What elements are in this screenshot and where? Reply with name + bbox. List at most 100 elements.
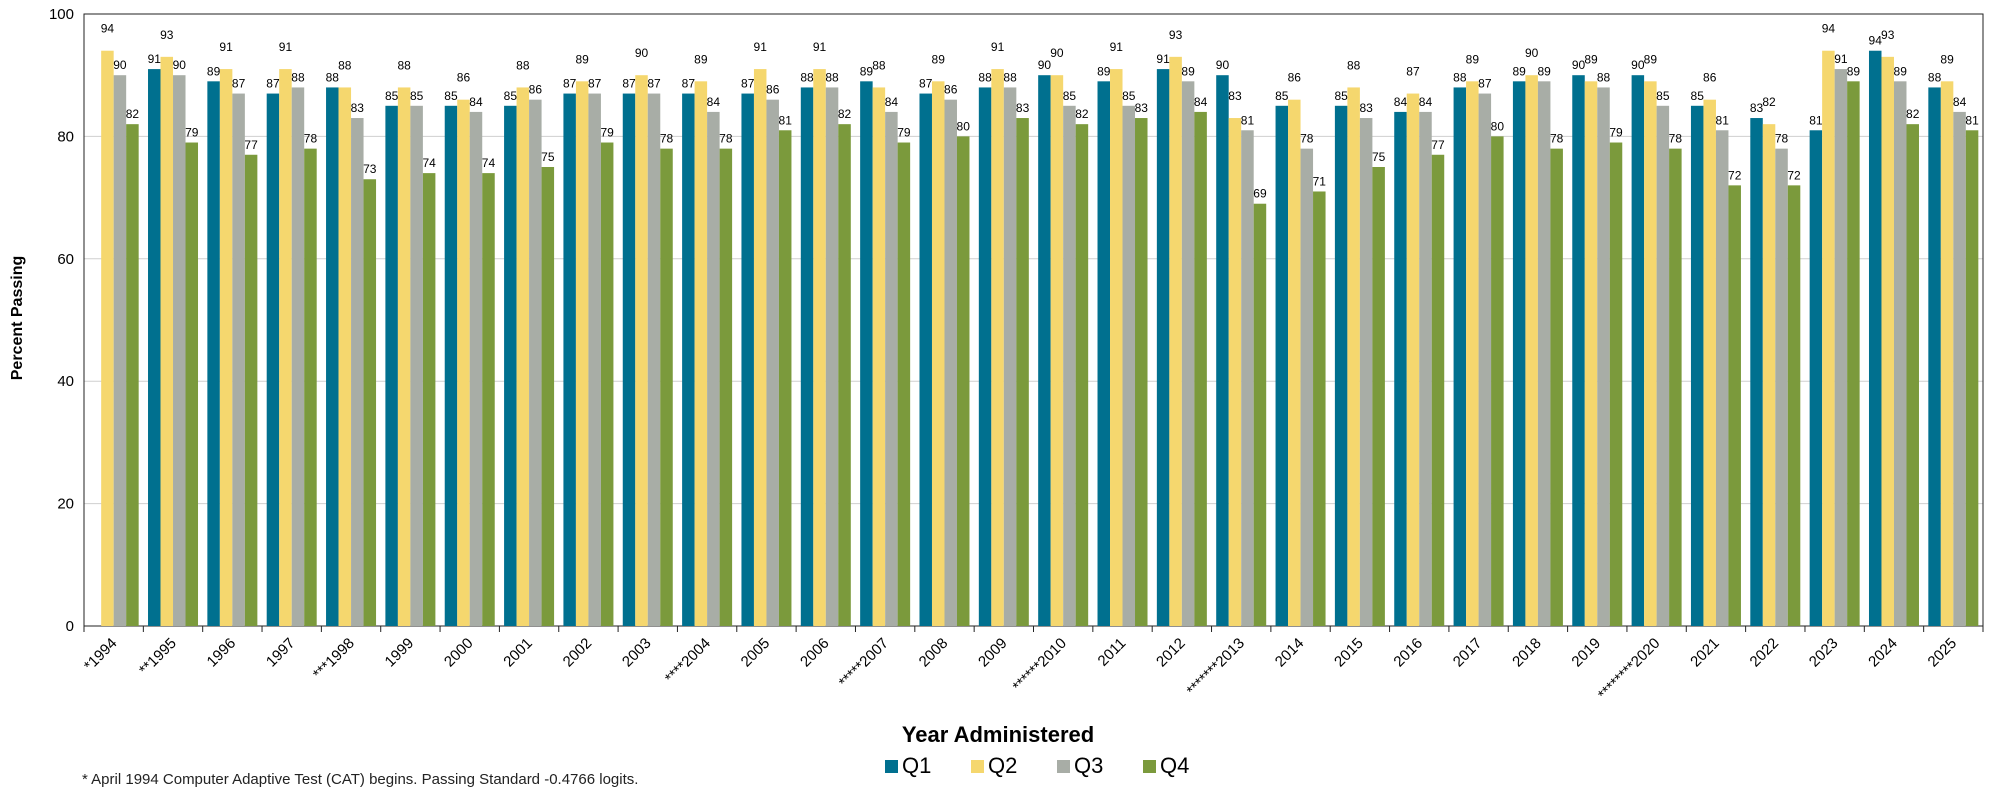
bar-q2-17	[1110, 69, 1123, 626]
data-label: 89	[1847, 64, 1861, 78]
data-label: 74	[482, 156, 496, 170]
data-label: 74	[422, 156, 436, 170]
data-label: 87	[588, 77, 602, 91]
bar-q4-30	[1906, 124, 1919, 626]
bar-q1-11	[741, 93, 754, 626]
x-tick-label: 2021	[1687, 635, 1723, 671]
data-label: 85	[504, 89, 518, 103]
data-label: 87	[1478, 77, 1492, 91]
y-tick-label: 40	[57, 373, 74, 390]
data-label: 81	[1809, 113, 1823, 127]
bar-q3-17	[1122, 105, 1136, 627]
bar-q2-13	[872, 87, 886, 626]
data-label: 81	[1965, 113, 1979, 127]
bar-q2-16	[1050, 75, 1064, 626]
bar-q1-12	[800, 87, 814, 626]
bar-q4-25	[1609, 142, 1623, 626]
bar-q1-21	[1334, 105, 1348, 627]
bar-q1-30	[1868, 50, 1882, 627]
x-tick-label: 2011	[1095, 635, 1130, 670]
data-label: 75	[541, 150, 555, 164]
legend-label-q1: Q1	[902, 753, 931, 778]
bar-q1-13	[860, 81, 873, 626]
legend-label-q4: Q4	[1160, 753, 1189, 778]
x-tick-label: 2000	[441, 635, 477, 671]
data-label: 88	[516, 58, 530, 72]
data-label: 81	[1241, 113, 1255, 127]
x-tick-label: *****2007	[836, 635, 892, 691]
bar-q3-9	[647, 93, 661, 626]
data-label: 94	[1822, 22, 1836, 36]
y-tick-label: 0	[66, 618, 74, 635]
bar-q3-27	[1715, 130, 1729, 626]
data-label: 88	[291, 70, 305, 84]
data-label: 90	[1038, 58, 1052, 72]
data-label: 87	[232, 77, 246, 91]
data-label: 86	[457, 71, 471, 85]
x-tick-label: 2009	[975, 635, 1011, 671]
bar-q2-6	[457, 99, 470, 627]
data-label: 88	[978, 70, 992, 84]
bar-q2-12	[813, 69, 826, 626]
x-tick-label: 2017	[1450, 635, 1486, 671]
data-label: 89	[575, 52, 589, 66]
data-label: 93	[160, 28, 174, 42]
x-tick-label: ******2010	[1010, 635, 1070, 695]
bar-q3-28	[1775, 148, 1788, 626]
bar-q4-8	[600, 142, 614, 626]
data-label: 91	[1110, 40, 1124, 54]
data-label: 89	[694, 52, 708, 66]
data-label: 91	[813, 40, 827, 54]
bar-q3-6	[469, 111, 483, 627]
bar-q3-1	[173, 75, 186, 626]
data-label: 89	[932, 52, 946, 66]
x-tick-label: **1995	[136, 635, 180, 679]
data-label: 90	[113, 58, 127, 72]
data-label: 89	[1181, 64, 1195, 78]
bar-q4-5	[422, 173, 436, 626]
data-label: 90	[1216, 58, 1230, 72]
x-axis-label: Year Administered	[902, 722, 1094, 747]
bar-q2-0	[101, 50, 114, 627]
bar-q1-27	[1690, 105, 1704, 627]
bar-q3-29	[1834, 69, 1848, 626]
bar-q4-29	[1847, 81, 1860, 626]
data-label: 91	[991, 40, 1005, 54]
data-label: 86	[1703, 71, 1717, 85]
bar-q1-23	[1453, 87, 1467, 626]
bar-q2-9	[635, 75, 648, 626]
data-label: 88	[1453, 70, 1467, 84]
bar-q3-4	[351, 118, 364, 626]
bar-q2-7	[516, 87, 530, 626]
legend-swatch-q2	[971, 760, 984, 773]
data-label: 84	[707, 95, 721, 109]
bar-q1-14	[919, 93, 932, 626]
data-label: 94	[1869, 34, 1883, 48]
bar-q4-14	[956, 136, 970, 626]
bar-q4-7	[541, 167, 555, 626]
data-label: 89	[1894, 64, 1908, 78]
bar-q4-28	[1787, 185, 1801, 627]
bar-q4-27	[1728, 185, 1741, 627]
data-label: 72	[1728, 168, 1742, 182]
data-label: 81	[1716, 113, 1730, 127]
bar-q3-30	[1893, 81, 1907, 626]
data-label: 88	[1928, 70, 1942, 84]
data-label: 87	[622, 77, 636, 91]
x-tick-label: ****2004	[662, 635, 714, 687]
bar-q4-13	[897, 142, 911, 626]
data-label: 83	[1228, 89, 1242, 103]
data-label: 78	[304, 132, 318, 146]
bar-q3-5	[410, 105, 423, 627]
data-label: 88	[338, 58, 352, 72]
x-tick-label: 2006	[797, 635, 833, 671]
bar-q1-8	[563, 93, 576, 626]
data-label: 82	[1762, 95, 1776, 109]
bar-q3-10	[707, 111, 720, 627]
data-label: 71	[1313, 174, 1327, 188]
bar-q4-12	[838, 124, 851, 626]
data-label: 86	[1288, 71, 1302, 85]
data-label: 93	[1881, 28, 1895, 42]
x-tick-label: 2012	[1153, 635, 1189, 671]
